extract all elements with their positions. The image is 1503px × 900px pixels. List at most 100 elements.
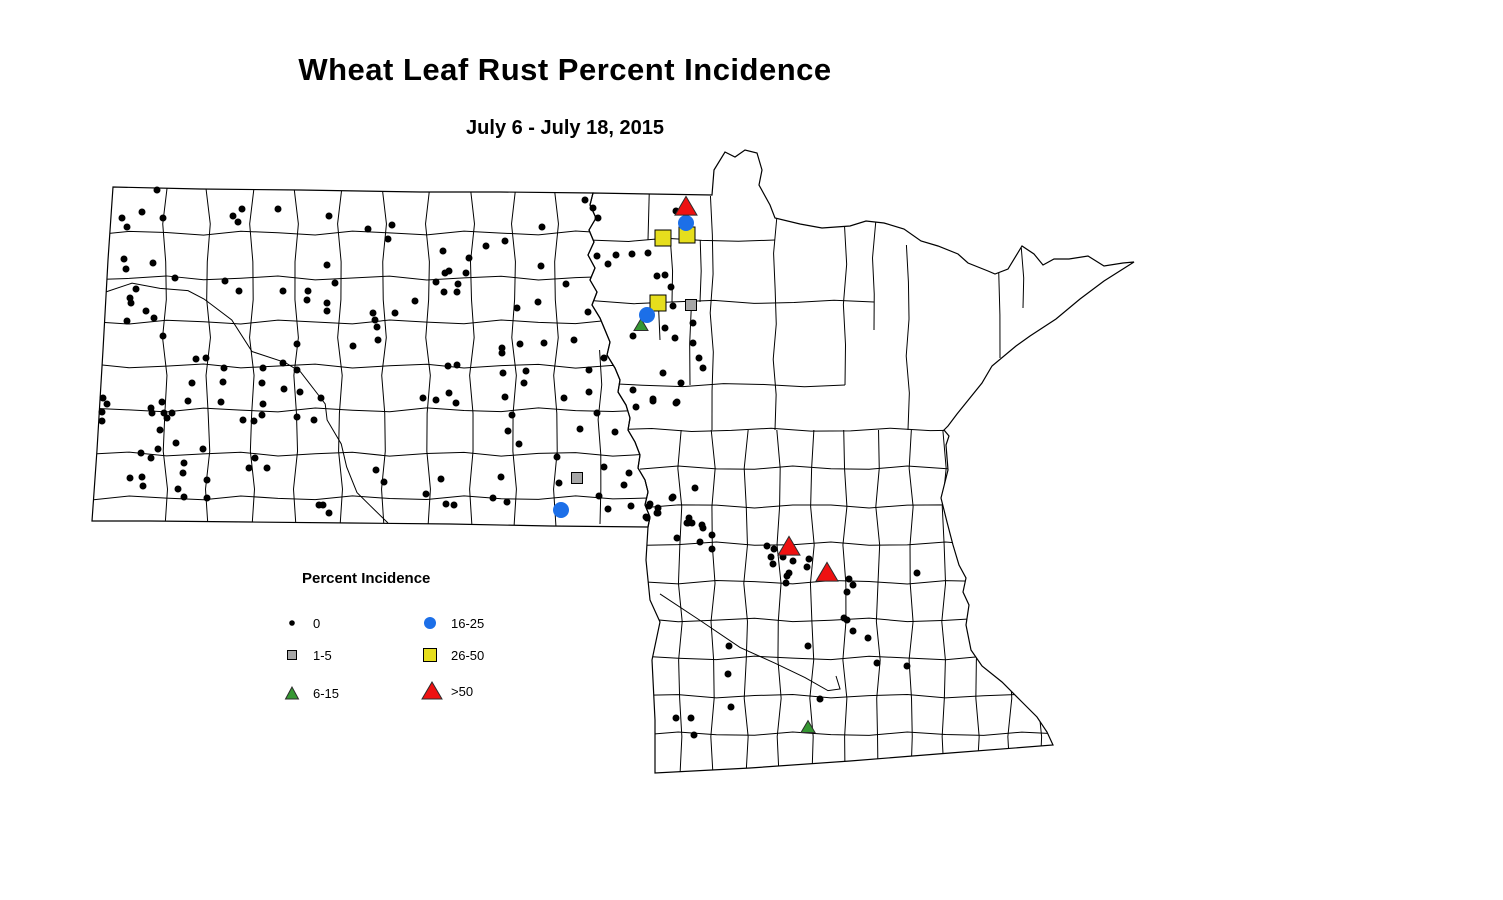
marker-0	[323, 299, 331, 307]
legend: Percent Incidence 0 1-5 6-15	[283, 570, 583, 709]
marker-26-50	[654, 229, 672, 247]
page-subtitle: July 6 - July 18, 2015	[466, 117, 664, 139]
marker-0	[235, 287, 243, 295]
marker-0	[503, 498, 511, 506]
marker-0	[192, 355, 200, 363]
marker-0	[873, 659, 881, 667]
marker-0	[789, 557, 797, 565]
marker-0	[604, 260, 612, 268]
marker-0	[259, 364, 267, 372]
marker-0	[690, 731, 698, 739]
marker-0	[369, 309, 377, 317]
marker-0	[673, 534, 681, 542]
marker-0	[258, 379, 266, 387]
marker-0	[323, 307, 331, 315]
marker-0	[767, 553, 775, 561]
marker-0	[816, 695, 824, 703]
marker-0	[122, 265, 130, 273]
marker-0	[99, 394, 107, 402]
marker-0	[522, 367, 530, 375]
marker-0	[804, 642, 812, 650]
marker-0	[142, 307, 150, 315]
marker-0	[293, 413, 301, 421]
marker-0	[769, 560, 777, 568]
marker-0	[708, 545, 716, 553]
marker-0	[132, 285, 140, 293]
marker-0	[595, 492, 603, 500]
marker-0	[388, 221, 396, 229]
marker-0	[234, 218, 242, 226]
marker-0	[632, 403, 640, 411]
marker-0	[864, 634, 872, 642]
marker-0	[180, 459, 188, 467]
marker-0	[98, 417, 106, 425]
marker-0	[845, 575, 853, 583]
marker-0	[296, 388, 304, 396]
marker-0	[482, 242, 490, 250]
marker-0	[219, 378, 227, 386]
marker-1-5	[571, 472, 583, 484]
marker-0	[620, 481, 628, 489]
marker-0	[163, 414, 171, 422]
marker-0	[727, 703, 735, 711]
marker-0	[913, 569, 921, 577]
marker-0	[625, 469, 633, 477]
marker-0	[372, 466, 380, 474]
marker-0	[453, 361, 461, 369]
marker-0	[349, 342, 357, 350]
marker-0	[659, 369, 667, 377]
marker-0	[843, 588, 851, 596]
marker-0	[364, 225, 372, 233]
marker-0	[849, 627, 857, 635]
marker-0	[687, 714, 695, 722]
marker-0	[229, 212, 237, 220]
marker-0	[168, 409, 176, 417]
marker-0	[671, 334, 679, 342]
marker-0	[689, 339, 697, 347]
marker-16-25	[678, 215, 694, 231]
marker-0	[600, 354, 608, 362]
marker-0	[604, 505, 612, 513]
gray-square-icon	[287, 650, 297, 660]
marker-0	[127, 299, 135, 307]
marker-0	[373, 323, 381, 331]
marker-0	[763, 542, 771, 550]
marker-6-15	[800, 719, 816, 734]
marker-0	[384, 235, 392, 243]
marker-0	[504, 427, 512, 435]
marker-0	[515, 440, 523, 448]
marker-0	[654, 509, 662, 517]
marker-0	[126, 474, 134, 482]
marker-0	[371, 316, 379, 324]
marker-0	[708, 531, 716, 539]
page-title: Wheat Leaf Rust Percent Incidence	[298, 52, 832, 87]
legend-title: Percent Incidence	[302, 570, 431, 587]
marker-0	[452, 399, 460, 407]
marker-1-5	[685, 299, 697, 311]
marker-0	[593, 409, 601, 417]
green-triangle-icon	[284, 685, 300, 700]
marker-0	[440, 288, 448, 296]
blue-circle-icon	[424, 617, 436, 629]
marker-0	[560, 394, 568, 402]
marker-0	[184, 397, 192, 405]
marker-0	[584, 308, 592, 316]
marker-0	[325, 509, 333, 517]
marker-0	[903, 662, 911, 670]
legend-item-label: >50	[451, 683, 474, 699]
marker-0	[258, 411, 266, 419]
marker-0	[696, 538, 704, 546]
marker-0	[293, 366, 301, 374]
marker-0	[220, 364, 228, 372]
marker-0	[171, 274, 179, 282]
marker-0	[380, 478, 388, 486]
marker-0	[803, 563, 811, 571]
marker-0	[612, 251, 620, 259]
marker-0	[453, 288, 461, 296]
marker-0	[279, 359, 287, 367]
minnesota-county-lines	[591, 193, 1061, 773]
marker-0	[646, 500, 654, 508]
yellow-square-icon	[423, 648, 437, 662]
marker-0	[245, 464, 253, 472]
legend-item-16-25: 16-25	[421, 607, 484, 639]
